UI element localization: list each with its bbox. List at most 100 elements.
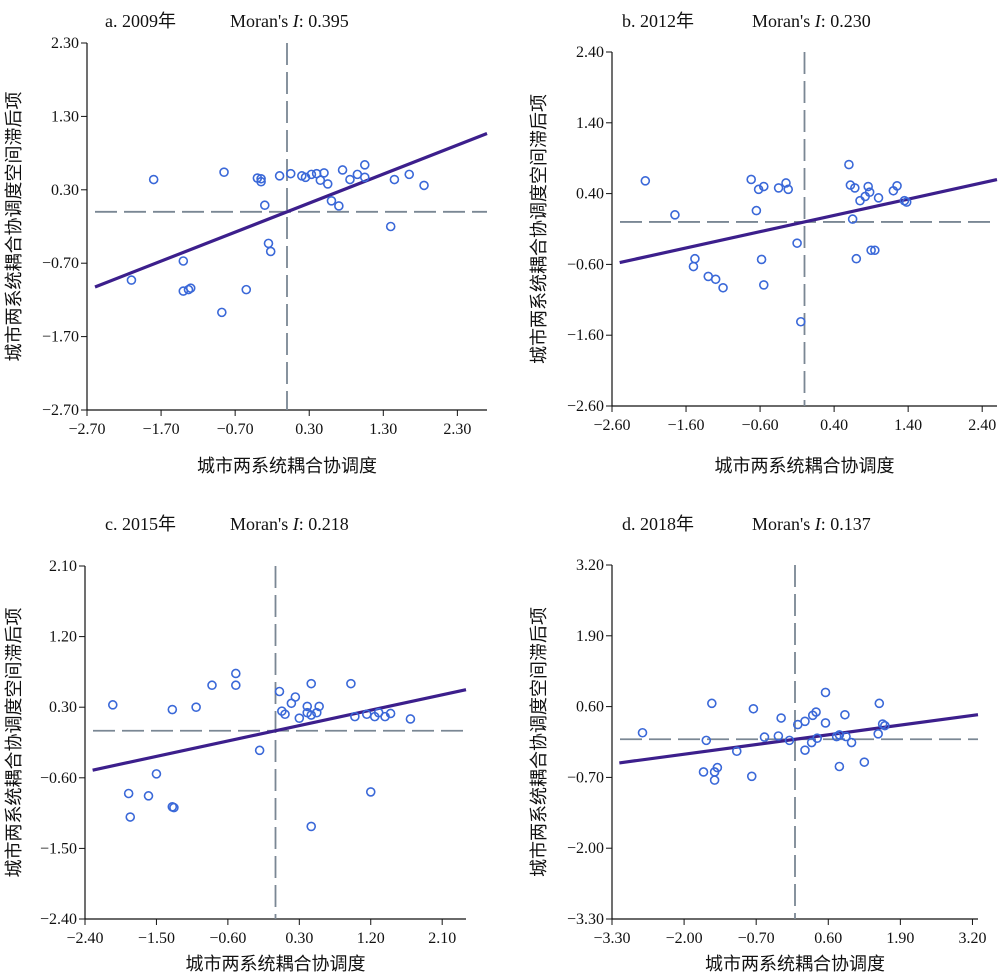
data-point: [707, 698, 717, 709]
data-point: [126, 275, 137, 285]
data-point: [167, 704, 178, 715]
data-point: [751, 205, 762, 216]
x-tick-label: 1.40: [894, 417, 922, 434]
data-point: [219, 167, 229, 177]
y-tick-label: 1.20: [49, 629, 77, 646]
data-point: [231, 668, 241, 679]
data-point: [773, 183, 784, 193]
scatter-panel-4: −3.30 −2.00 −0.70 0.60 1.90 3.20 3.20 1.90 0.60 −…: [529, 514, 986, 975]
data-point: [718, 282, 728, 293]
data-point: [311, 707, 322, 718]
data-point: [207, 680, 217, 691]
morans-i-label: Moran's I: 0.230: [752, 11, 871, 31]
y-tick-label: −2.60: [567, 398, 604, 415]
panel-label: b. 2012年: [622, 11, 694, 31]
data-point: [820, 718, 831, 728]
data-point: [670, 210, 680, 220]
panel-label: c. 2015年: [105, 514, 176, 534]
data-point: [812, 733, 822, 743]
data-point: [314, 701, 324, 712]
data-point: [783, 184, 794, 195]
data-point: [834, 730, 845, 740]
y-tick-label: −0.60: [40, 770, 77, 787]
data-point: [698, 767, 709, 777]
data-point: [319, 168, 329, 178]
x-tick-label: −1.70: [143, 421, 180, 438]
x-tick-label: −0.70: [738, 930, 775, 947]
data-point: [800, 745, 810, 755]
data-point: [820, 687, 831, 698]
data-point: [306, 710, 317, 720]
data-point: [847, 214, 858, 224]
data-point: [866, 245, 876, 256]
data-point: [285, 168, 296, 179]
data-point: [792, 238, 802, 248]
x-axis-title: 城市两系统耦合协调度: [715, 456, 895, 477]
morans-i-symbol: I: [292, 514, 300, 534]
data-point: [746, 771, 757, 782]
data-point: [385, 708, 396, 719]
y-tick-label: 2.10: [49, 558, 77, 575]
regression-line: [92, 688, 467, 772]
x-tick-label: 2.30: [443, 421, 471, 438]
data-point: [877, 719, 888, 729]
scatter-panel-1: −2.70 −1.70 −0.70 0.30 1.30 2.30 2.30 1.30 0.30 −…: [4, 11, 488, 477]
data-point: [263, 238, 274, 249]
data-point: [880, 720, 890, 731]
data-point: [256, 173, 266, 184]
morans-i-value: : 0.137: [821, 514, 871, 534]
regression-line: [619, 178, 998, 265]
data-point: [241, 284, 252, 295]
data-point: [855, 195, 865, 206]
y-tick-label: 2.30: [51, 35, 79, 52]
data-point: [710, 274, 721, 285]
x-tick-label: −2.70: [68, 421, 105, 438]
data-point: [322, 179, 333, 189]
morans-i-label: Moran's I: 0.218: [230, 514, 349, 534]
regression-line: [94, 132, 488, 289]
data-point: [306, 169, 317, 180]
x-tick-label: −2.40: [66, 930, 103, 947]
x-tick-label: 0.30: [285, 930, 313, 947]
data-point: [850, 183, 860, 193]
data-point: [637, 727, 648, 738]
data-point: [800, 716, 810, 727]
x-tick-label: −2.60: [593, 417, 630, 434]
data-point: [178, 256, 189, 266]
data-point: [746, 174, 756, 185]
x-tick-label: −0.60: [209, 930, 246, 947]
morans-i-label: Moran's I: 0.395: [230, 11, 349, 31]
data-point: [773, 731, 784, 741]
data-point: [359, 160, 370, 170]
data-point: [795, 316, 806, 327]
panel-label: a. 2009年: [105, 11, 176, 31]
data-point: [844, 159, 854, 170]
data-point: [776, 713, 786, 723]
x-tick-label: 3.20: [958, 930, 986, 947]
data-point: [756, 254, 767, 265]
y-tick-label: 0.40: [576, 186, 604, 203]
data-point: [841, 731, 851, 742]
scatter-panel-2: −2.60 −1.60 −0.60 0.40 1.40 2.40 2.40 1.40 0.40 −…: [529, 11, 998, 477]
morans-i-value: : 0.218: [299, 514, 349, 534]
data-point: [231, 680, 241, 691]
data-point: [870, 245, 880, 256]
data-point: [306, 821, 317, 832]
x-axis-title: 城市两系统耦合协调度: [705, 954, 885, 975]
data-point: [274, 171, 285, 181]
data-point: [748, 703, 759, 714]
y-tick-label: 1.30: [51, 108, 79, 125]
y-tick-label: −2.40: [40, 911, 77, 928]
x-axis-title: 城市两系统耦合协调度: [186, 954, 366, 975]
x-tick-label: 0.60: [814, 930, 842, 947]
data-point: [892, 181, 902, 191]
regression-line: [619, 713, 979, 765]
y-tick-label: 2.40: [576, 44, 604, 61]
x-tick-label: −0.70: [217, 421, 254, 438]
data-point: [851, 253, 862, 264]
data-point: [846, 737, 857, 748]
morans-i-prefix: Moran's: [752, 514, 815, 534]
data-point: [873, 193, 884, 203]
data-point: [404, 169, 415, 180]
data-point: [259, 200, 270, 211]
